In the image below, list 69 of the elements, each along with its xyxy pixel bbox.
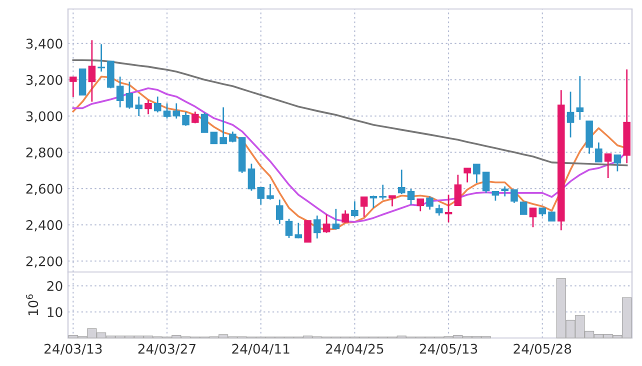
candlestick (220, 106, 227, 144)
candlestick (88, 40, 96, 102)
candlestick (332, 208, 340, 230)
candlestick (529, 207, 537, 228)
x-tick-label: 24/04/25 (326, 344, 384, 355)
y-tick-label: 10 (48, 307, 62, 318)
candlestick (163, 102, 171, 120)
candlestick (520, 202, 528, 215)
candlestick (285, 218, 293, 239)
candlestick (257, 186, 264, 206)
candlestick (473, 163, 480, 184)
candlestick (126, 81, 134, 110)
candlestick (388, 194, 396, 208)
candlestick (548, 212, 556, 222)
y-tick-label: 20 (47, 281, 62, 292)
y-tick-label: 3,400 (26, 38, 62, 50)
x-tick-label: 24/05/13 (420, 344, 478, 355)
x-tick-label: 24/03/13 (44, 344, 102, 355)
candlestick (172, 102, 180, 120)
x-tick-label: 24/04/11 (232, 344, 290, 355)
candlestick (322, 214, 330, 234)
candlestick (426, 196, 434, 210)
candlestick (444, 194, 452, 223)
line-series (72, 59, 628, 166)
candlestick (407, 188, 415, 206)
y-tick-label: 2,800 (26, 148, 62, 159)
candlestick (200, 112, 208, 134)
y-axis-title: 10$^{6}$ (26, 294, 38, 316)
candlestick (351, 200, 358, 218)
candlestick (192, 110, 199, 124)
candlestick (604, 153, 612, 179)
candlestick (501, 186, 508, 198)
candlestick (304, 220, 312, 243)
candlestick (360, 196, 368, 218)
candlestick (595, 142, 602, 163)
candlestick (342, 210, 349, 224)
candlestick (416, 198, 424, 212)
candlestick (566, 91, 574, 138)
y-tick-label: 3,200 (26, 74, 62, 86)
y-tick-label: 2,200 (26, 256, 62, 268)
y-tick-label: 2,400 (26, 220, 62, 232)
candlestick (154, 96, 162, 114)
candlestick (614, 154, 622, 172)
candlestick (510, 188, 518, 204)
candlestick (454, 174, 462, 206)
candlestick (492, 190, 500, 202)
candlestick (210, 132, 218, 144)
candlestick (182, 111, 190, 127)
candlestick (248, 163, 256, 192)
candlestick (576, 75, 584, 121)
x-tick-label: 24/05/28 (514, 344, 572, 355)
candlestick (98, 43, 105, 72)
candlestick (314, 214, 321, 240)
candlestick (276, 198, 284, 225)
candlestick (464, 167, 471, 184)
candlestick (398, 169, 406, 195)
y-tick-label: 3,000 (26, 111, 62, 123)
candlestick (135, 96, 142, 117)
candlestick (482, 171, 490, 194)
candlestick (229, 130, 236, 144)
candlestick (379, 184, 386, 200)
candlestick (436, 204, 443, 216)
candlestick (70, 76, 77, 98)
candlestick (370, 194, 378, 209)
candlestick (144, 99, 152, 115)
y-tick-label: 2,600 (26, 184, 62, 196)
candlestick (266, 183, 274, 200)
candlestick (116, 76, 124, 108)
x-tick-label: 24/03/27 (138, 344, 196, 355)
